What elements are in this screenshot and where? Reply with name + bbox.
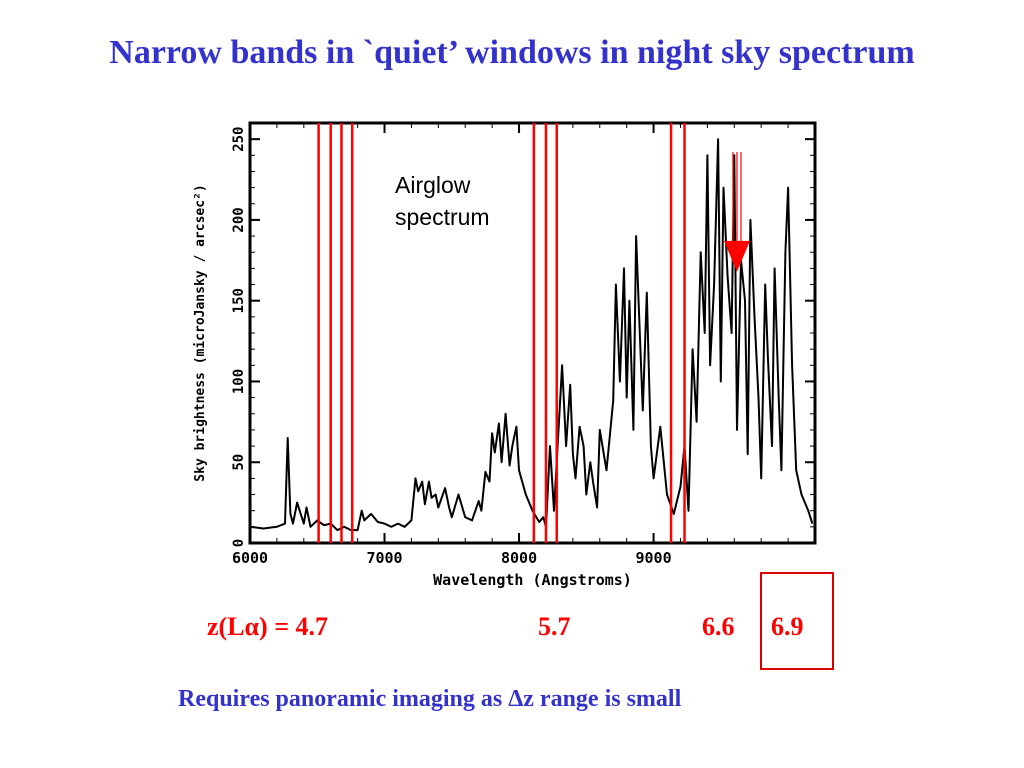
z-label-6-9: 6.9 [771,612,804,641]
annotation-spectrum: spectrum [395,204,490,230]
y-axis-label: Sky brightness (microJansky / arcsec²) [193,184,208,481]
slide-title: Narrow bands in `quiet’ windows in night… [109,34,915,71]
y-tick-label: 150 [231,288,247,313]
y-tick-label: 250 [231,127,247,152]
annotation-airglow: Airglow [395,172,471,198]
y-tick-label: 100 [231,369,247,394]
z-highlight-box [760,572,834,670]
z-label-5-7: 5.7 [538,612,571,641]
y-tick-label: 200 [231,207,247,232]
chart-panel: 6000 7000 8000 9000 0 50 100 150 200 250 Wavelengt… [188,103,838,593]
x-axis-label: Wavelength (Angstroms) [433,571,632,589]
down-arrow-icon [723,240,750,272]
x-tick-label: 6000 [232,549,268,567]
x-tick-label: 8000 [501,549,537,567]
x-tick-label: 9000 [636,549,672,567]
z-label-4-7: z(Lα) = 4.7 [207,612,329,641]
z-label-6-6: 6.6 [702,612,735,641]
spectrum-line [249,138,814,532]
spectrum-chart: 6000 7000 8000 9000 0 50 100 150 200 250 Wavelengt… [193,121,817,589]
y-tick-label: 50 [231,454,247,471]
y-tick-label: 0 [231,539,247,547]
plot-frame [248,121,817,545]
x-tick-label: 7000 [366,549,402,567]
footer-note: Requires panoramic imaging as Δz range i… [178,686,682,712]
